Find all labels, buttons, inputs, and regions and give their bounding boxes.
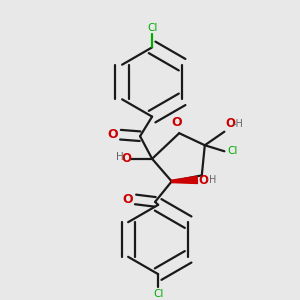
Text: ·H: ·H [206, 175, 217, 185]
Text: Cl: Cl [147, 23, 157, 33]
Text: O: O [122, 193, 133, 206]
Text: Cl: Cl [227, 146, 238, 156]
Text: -H: -H [233, 119, 244, 129]
Text: Cl: Cl [153, 289, 163, 299]
Text: O: O [225, 117, 235, 130]
Text: H: H [116, 152, 124, 162]
Text: O: O [171, 116, 181, 129]
Polygon shape [172, 176, 197, 184]
Text: O: O [107, 128, 118, 141]
Text: O: O [199, 174, 209, 187]
Text: O: O [122, 152, 132, 165]
